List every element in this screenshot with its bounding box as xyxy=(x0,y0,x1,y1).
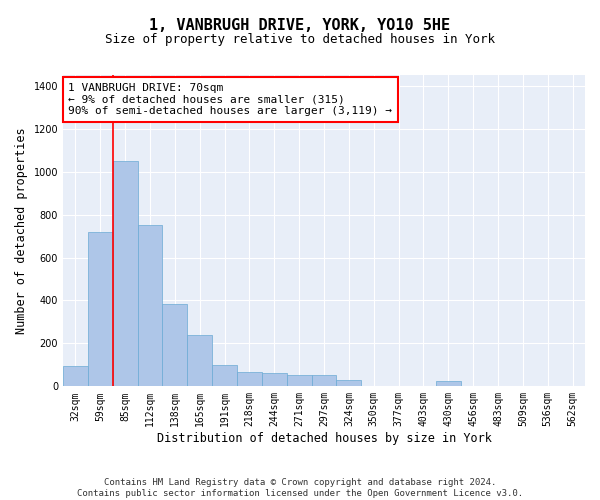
Text: Contains HM Land Registry data © Crown copyright and database right 2024.
Contai: Contains HM Land Registry data © Crown c… xyxy=(77,478,523,498)
Bar xyxy=(262,374,287,386)
Bar xyxy=(187,335,212,386)
Bar xyxy=(113,161,137,386)
Y-axis label: Number of detached properties: Number of detached properties xyxy=(15,128,28,334)
Bar xyxy=(63,366,88,386)
Bar xyxy=(137,226,163,386)
Bar xyxy=(237,372,262,386)
Bar xyxy=(88,232,113,386)
Text: 1 VANBRUGH DRIVE: 70sqm
← 9% of detached houses are smaller (315)
90% of semi-de: 1 VANBRUGH DRIVE: 70sqm ← 9% of detached… xyxy=(68,83,392,116)
Text: 1, VANBRUGH DRIVE, YORK, YO10 5HE: 1, VANBRUGH DRIVE, YORK, YO10 5HE xyxy=(149,18,451,32)
Bar xyxy=(212,365,237,386)
Bar xyxy=(287,374,311,386)
Bar xyxy=(337,380,361,386)
Text: Size of property relative to detached houses in York: Size of property relative to detached ho… xyxy=(105,32,495,46)
Bar xyxy=(163,304,187,386)
Bar xyxy=(311,374,337,386)
X-axis label: Distribution of detached houses by size in York: Distribution of detached houses by size … xyxy=(157,432,491,445)
Bar xyxy=(436,381,461,386)
